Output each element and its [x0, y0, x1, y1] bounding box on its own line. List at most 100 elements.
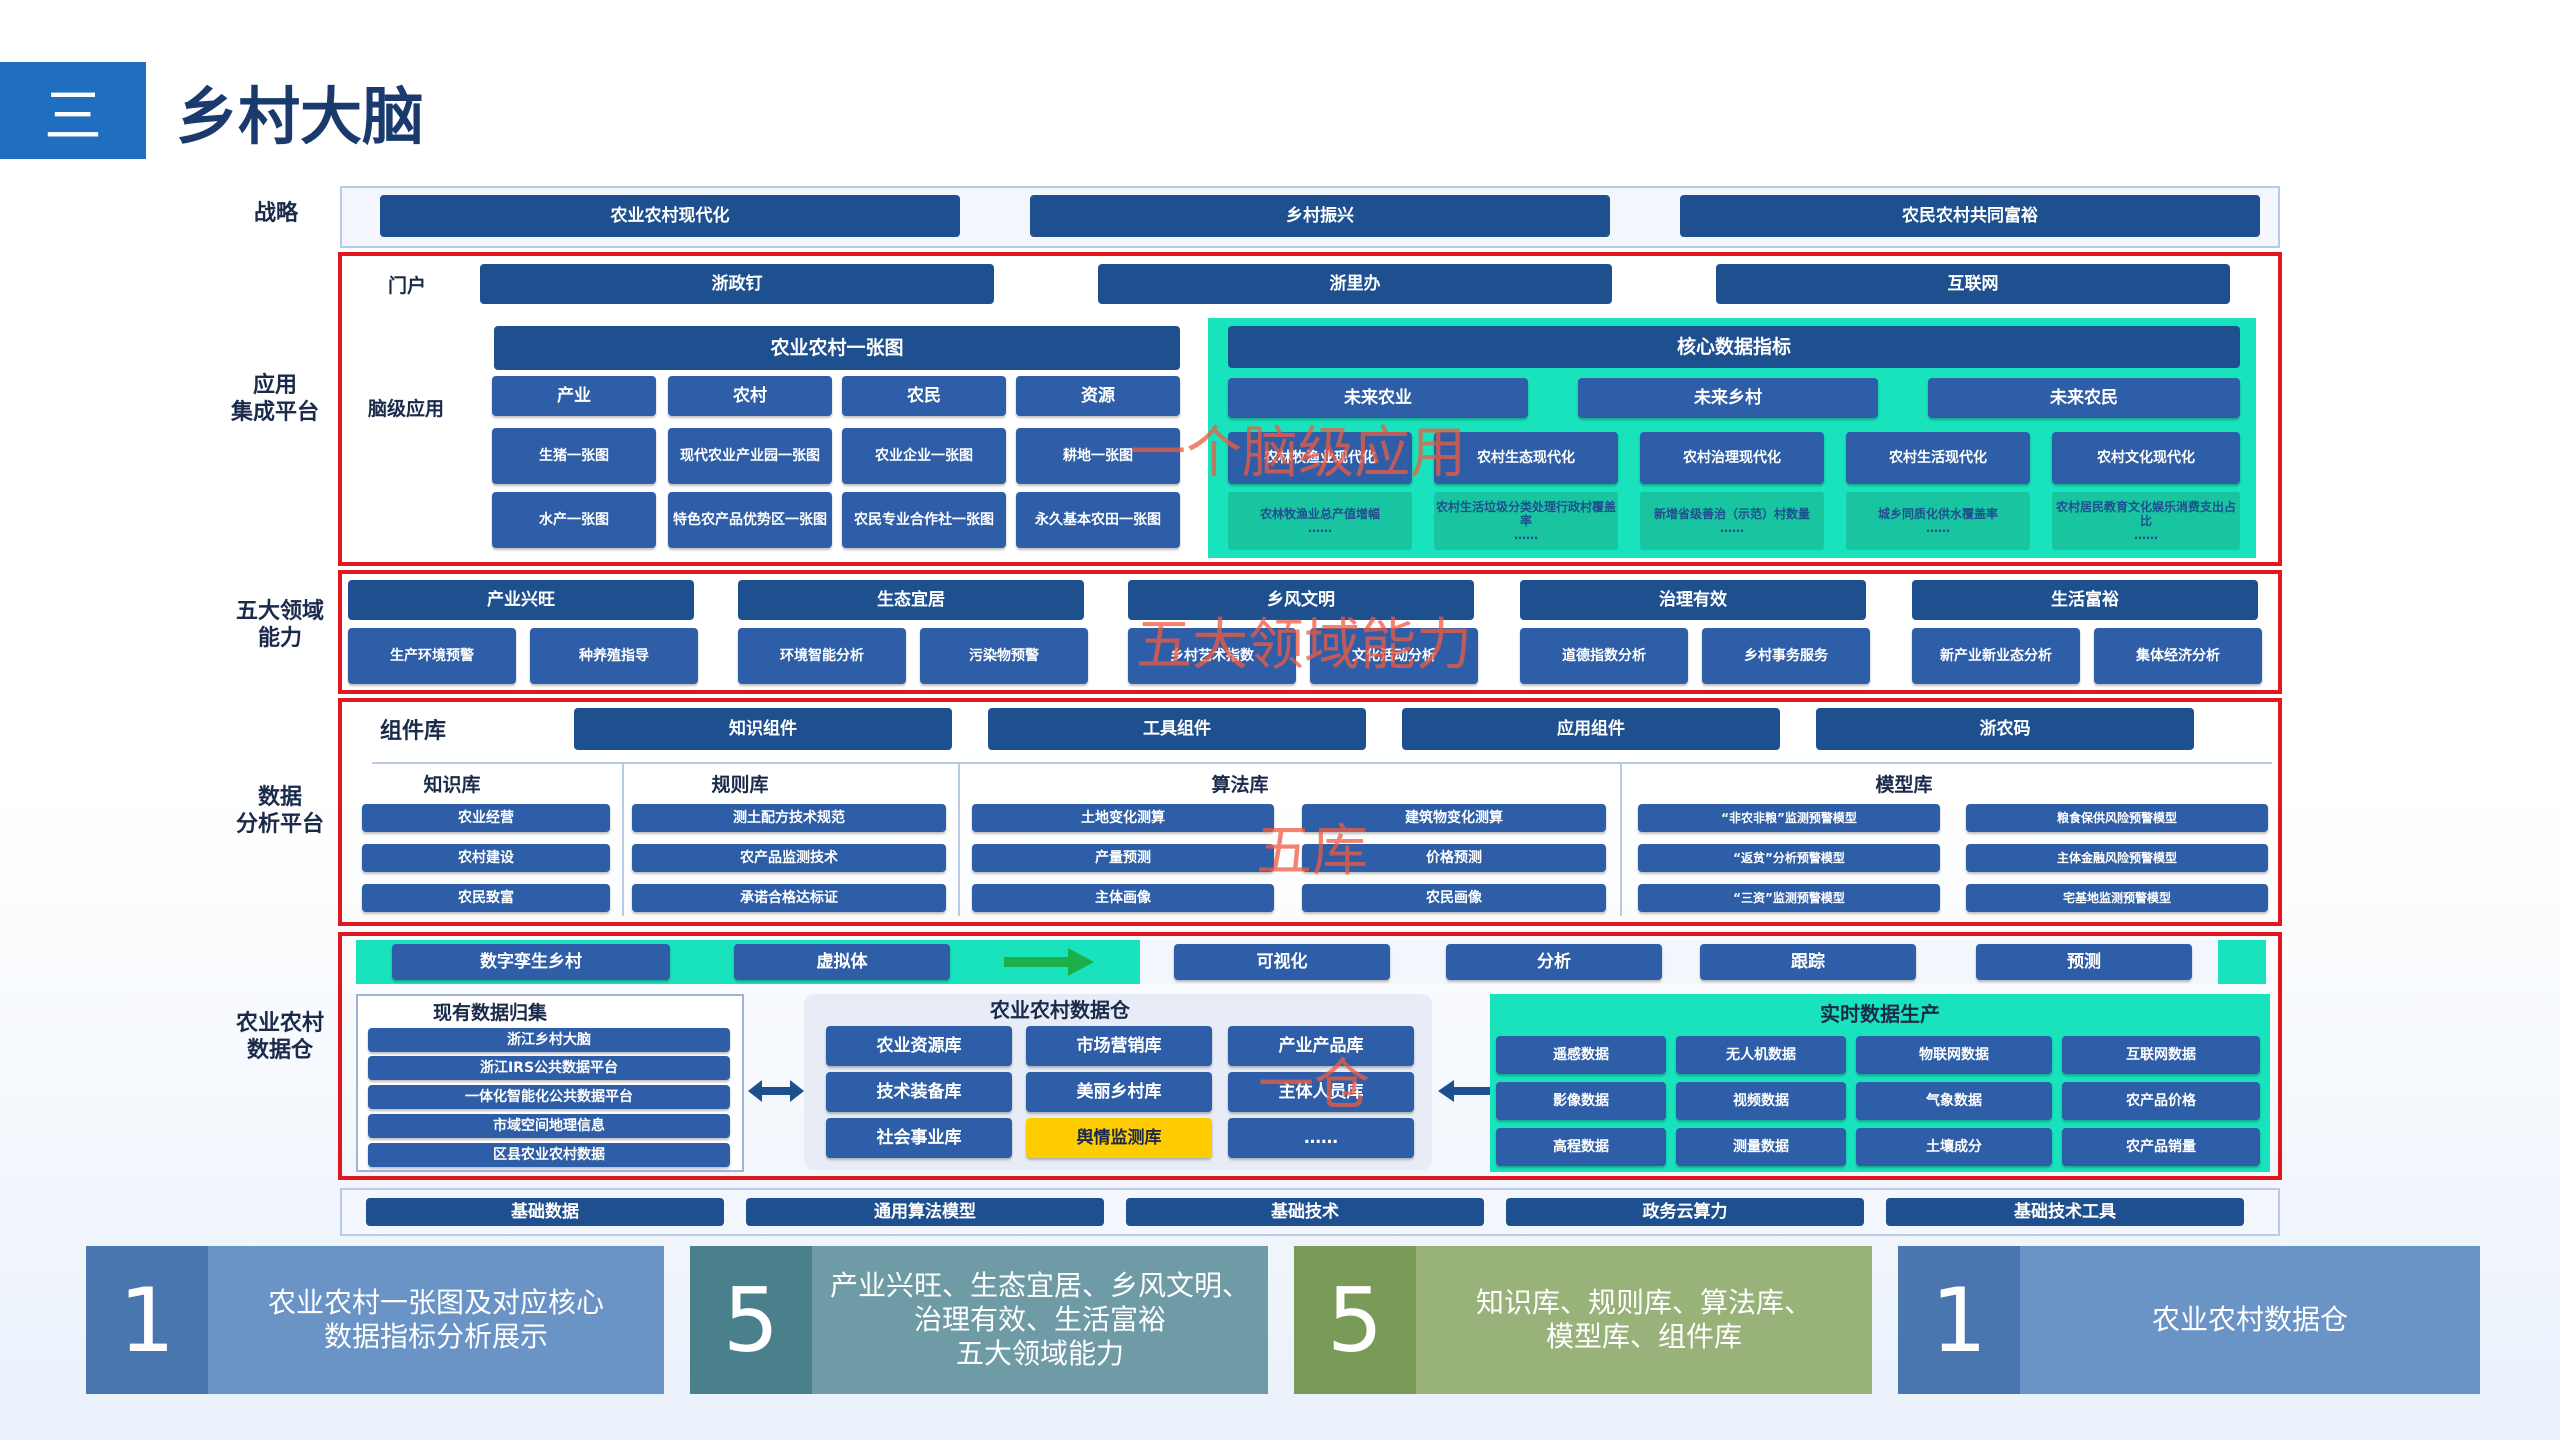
realtime-item[interactable]: 互联网数据 [2062, 1036, 2260, 1074]
domain-item[interactable]: 集体经济分析 [2094, 628, 2262, 684]
realtime-item[interactable]: 农产品价格 [2062, 1082, 2260, 1120]
map-tab[interactable]: 农民 [842, 376, 1006, 416]
domain-item[interactable]: 环境智能分析 [738, 628, 906, 684]
domain-item[interactable]: 生产环境预警 [348, 628, 516, 684]
summary-text: 农业农村数据仓 [2020, 1246, 2480, 1394]
core-category[interactable]: 农林牧渔业现代化 [1228, 432, 1412, 484]
model-lib-item[interactable]: “返贫”分析预警模型 [1638, 844, 1940, 872]
band-item[interactable]: 分析 [1446, 944, 1662, 980]
algorithm-lib-item[interactable]: 价格预测 [1302, 844, 1606, 872]
band-item[interactable]: 跟踪 [1700, 944, 1916, 980]
domain-title: 生活富裕 [1912, 580, 2258, 620]
algorithm-lib-item[interactable]: 主体画像 [972, 884, 1274, 912]
realtime-item[interactable]: 无人机数据 [1676, 1036, 1846, 1074]
domain-item[interactable]: 乡村艺术指数 [1128, 628, 1296, 684]
realtime-item[interactable]: 高程数据 [1496, 1128, 1666, 1166]
row-label-analysis: 数据 分析平台 [235, 785, 324, 837]
realtime-item[interactable]: 视频数据 [1676, 1082, 1846, 1120]
base-item: 政务云算力 [1506, 1198, 1864, 1226]
algorithm-lib-item[interactable]: 土地变化测算 [972, 804, 1274, 832]
knowledge-lib-item[interactable]: 农村建设 [362, 844, 610, 872]
band-item[interactable]: 虚拟体 [734, 944, 950, 980]
component-item: 应用组件 [1402, 708, 1780, 750]
strategy-item: 乡村振兴 [1030, 195, 1610, 237]
map-tab[interactable]: 产业 [492, 376, 656, 416]
map-item[interactable]: 现代农业产业园一张图 [668, 428, 832, 484]
knowledge-lib-title: 知识库 [423, 774, 481, 796]
realtime-item[interactable]: 测量数据 [1676, 1128, 1846, 1166]
core-tab[interactable]: 未来乡村 [1578, 378, 1878, 418]
domain-item[interactable]: 乡村事务服务 [1702, 628, 1870, 684]
core-category[interactable]: 农村文化现代化 [2052, 432, 2240, 484]
domain-item[interactable]: 污染物预警 [920, 628, 1088, 684]
warehouse-item[interactable]: 技术装备库 [826, 1072, 1012, 1112]
domain-item[interactable]: 道德指数分析 [1520, 628, 1688, 684]
row-label-strategy: 战略 [253, 200, 298, 226]
existing-data-item[interactable]: 区县农业农村数据 [368, 1143, 730, 1167]
map-item[interactable]: 农民专业合作社一张图 [842, 492, 1006, 548]
model-lib-item[interactable]: “非农非粮”监测预警模型 [1638, 804, 1940, 832]
model-lib-item[interactable]: “三资”监测预警模型 [1638, 884, 1940, 912]
algorithm-lib-item[interactable]: 建筑物变化测算 [1302, 804, 1606, 832]
domain-item[interactable]: 新产业新业态分析 [1912, 628, 2080, 684]
map-item[interactable]: 水产一张图 [492, 492, 656, 548]
warehouse-title: 农业农村数据仓 [990, 998, 1130, 1022]
algorithm-lib-item[interactable]: 农民画像 [1302, 884, 1606, 912]
summary-number: 1 [1898, 1246, 2020, 1394]
existing-data-item[interactable]: 一体化智能化公共数据平台 [368, 1085, 730, 1109]
realtime-item[interactable]: 气象数据 [1856, 1082, 2052, 1120]
realtime-item[interactable]: 物联网数据 [1856, 1036, 2052, 1074]
warehouse-item-highlight[interactable]: 舆情监测库 [1026, 1118, 1212, 1158]
warehouse-item[interactable]: 产业产品库 [1228, 1026, 1414, 1066]
realtime-item[interactable]: 影像数据 [1496, 1082, 1666, 1120]
realtime-item[interactable]: 遥感数据 [1496, 1036, 1666, 1074]
summary-text: 农业农村一张图及对应核心 数据指标分析展示 [208, 1246, 664, 1394]
realtime-item[interactable]: 农产品销量 [2062, 1128, 2260, 1166]
existing-data-item[interactable]: 市域空间地理信息 [368, 1114, 730, 1138]
warehouse-item[interactable]: 社会事业库 [826, 1118, 1012, 1158]
right-arrow-icon [1004, 948, 1094, 976]
map-item[interactable]: 农业企业一张图 [842, 428, 1006, 484]
core-tab[interactable]: 未来农民 [1928, 378, 2240, 418]
core-category[interactable]: 农村治理现代化 [1640, 432, 1824, 484]
existing-data-item[interactable]: 浙江IRS公共数据平台 [368, 1056, 730, 1080]
core-category[interactable]: 农村生活现代化 [1846, 432, 2030, 484]
portal-item: 浙里办 [1098, 264, 1612, 304]
core-category[interactable]: 农村生态现代化 [1434, 432, 1618, 484]
map-item[interactable]: 耕地一张图 [1016, 428, 1180, 484]
rule-lib-item[interactable]: 测土配方技术规范 [632, 804, 946, 832]
portal-label: 门户 [388, 274, 427, 297]
domain-item[interactable]: 种养殖指导 [530, 628, 698, 684]
component-item: 工具组件 [988, 708, 1366, 750]
band-item[interactable]: 可视化 [1174, 944, 1390, 980]
rule-lib-item[interactable]: 承诺合格达标证 [632, 884, 946, 912]
map-tab[interactable]: 资源 [1016, 376, 1180, 416]
knowledge-lib-item[interactable]: 农业经营 [362, 804, 610, 832]
rule-lib-item[interactable]: 农产品监测技术 [632, 844, 946, 872]
portal-item: 浙政钉 [480, 264, 994, 304]
map-tab[interactable]: 农村 [668, 376, 832, 416]
band-item[interactable]: 预测 [1976, 944, 2192, 980]
band-item[interactable]: 数字孪生乡村 [392, 944, 670, 980]
algorithm-lib-item[interactable]: 产量预测 [972, 844, 1274, 872]
model-lib-item[interactable]: 宅基地监测预警模型 [1966, 884, 2268, 912]
knowledge-lib-item[interactable]: 农民致富 [362, 884, 610, 912]
model-lib-item[interactable]: 主体金融风险预警模型 [1966, 844, 2268, 872]
model-lib-item[interactable]: 粮食保供风险预警模型 [1966, 804, 2268, 832]
map-item[interactable]: 特色农产品优势区一张图 [668, 492, 832, 548]
warehouse-item[interactable]: 市场营销库 [1026, 1026, 1212, 1066]
existing-data-item[interactable]: 浙江乡村大脑 [368, 1028, 730, 1052]
realtime-item[interactable]: 土壤成分 [1856, 1128, 2052, 1166]
domain-item[interactable]: 文化活动分析 [1310, 628, 1478, 684]
map-item[interactable]: 永久基本农田一张图 [1016, 492, 1180, 548]
warehouse-item[interactable]: 农业资源库 [826, 1026, 1012, 1066]
page-title: 乡村大脑 [176, 79, 425, 153]
rule-lib-title: 规则库 [711, 774, 769, 796]
analysis-frame [338, 698, 2282, 926]
summary-number: 5 [1294, 1246, 1416, 1394]
core-tab[interactable]: 未来农业 [1228, 378, 1528, 418]
map-item[interactable]: 生猪一张图 [492, 428, 656, 484]
warehouse-item[interactable]: 主体人员库 [1228, 1072, 1414, 1112]
warehouse-item[interactable]: 美丽乡村库 [1026, 1072, 1212, 1112]
warehouse-item[interactable]: …… [1228, 1118, 1414, 1158]
